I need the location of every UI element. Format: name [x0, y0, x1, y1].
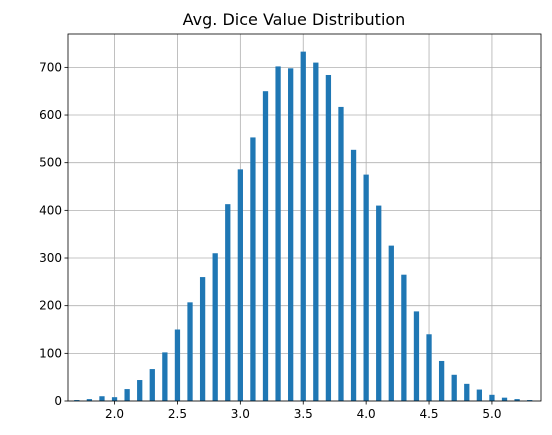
x-tick-label: 4.0 [357, 407, 376, 421]
bar [225, 204, 231, 401]
bar [86, 399, 93, 401]
bar [313, 62, 319, 401]
y-tick-label: 600 [39, 108, 62, 122]
bar [288, 68, 294, 401]
bar [426, 334, 432, 401]
bar [212, 253, 218, 401]
bar [237, 169, 243, 401]
bar [99, 396, 105, 401]
x-tick-label: 3.5 [294, 407, 313, 421]
bar [137, 380, 143, 401]
bar [149, 369, 155, 401]
y-tick-label: 0 [54, 394, 62, 408]
bar [476, 389, 483, 401]
bar [451, 374, 457, 401]
bar [199, 277, 206, 401]
x-tick-label: 4.5 [419, 407, 438, 421]
y-tick-label: 200 [39, 299, 62, 313]
bar [514, 399, 520, 401]
bar [401, 274, 407, 401]
x-tick-label: 5.0 [482, 407, 501, 421]
x-tick-label: 3.0 [231, 407, 250, 421]
y-tick-label: 100 [39, 346, 62, 360]
bar [250, 137, 256, 401]
bar [413, 311, 420, 401]
bar [187, 302, 193, 401]
bar [162, 352, 168, 401]
bar [350, 149, 357, 401]
bar [489, 394, 495, 401]
y-tick-label: 300 [39, 251, 62, 265]
bar [338, 106, 344, 402]
bar [363, 174, 369, 401]
y-tick-label: 400 [39, 203, 62, 217]
bar [388, 245, 394, 401]
y-tick-label: 500 [39, 156, 62, 170]
bar [438, 360, 445, 401]
bars [74, 51, 533, 402]
y-tick-label: 700 [39, 60, 62, 74]
y-axis-ticks: 0 100 200 300 400 500 600 700 [39, 60, 68, 408]
x-tick-label: 2.0 [105, 407, 124, 421]
bar [527, 400, 533, 401]
bar [325, 74, 332, 401]
plot-frame [67, 33, 542, 402]
bar [300, 51, 306, 401]
bar [174, 329, 181, 401]
x-axis-ticks: 2.0 2.5 3.0 3.5 4.0 4.5 5.0 [105, 401, 501, 421]
bar [464, 383, 470, 401]
x-tick-label: 2.5 [168, 407, 187, 421]
bar [111, 397, 118, 401]
chart-title: Avg. Dice Value Distribution [183, 10, 406, 29]
bar [501, 397, 508, 401]
bar [74, 400, 80, 401]
bar [262, 91, 269, 402]
bar [124, 389, 130, 401]
bar [376, 205, 382, 401]
bar [275, 66, 281, 401]
